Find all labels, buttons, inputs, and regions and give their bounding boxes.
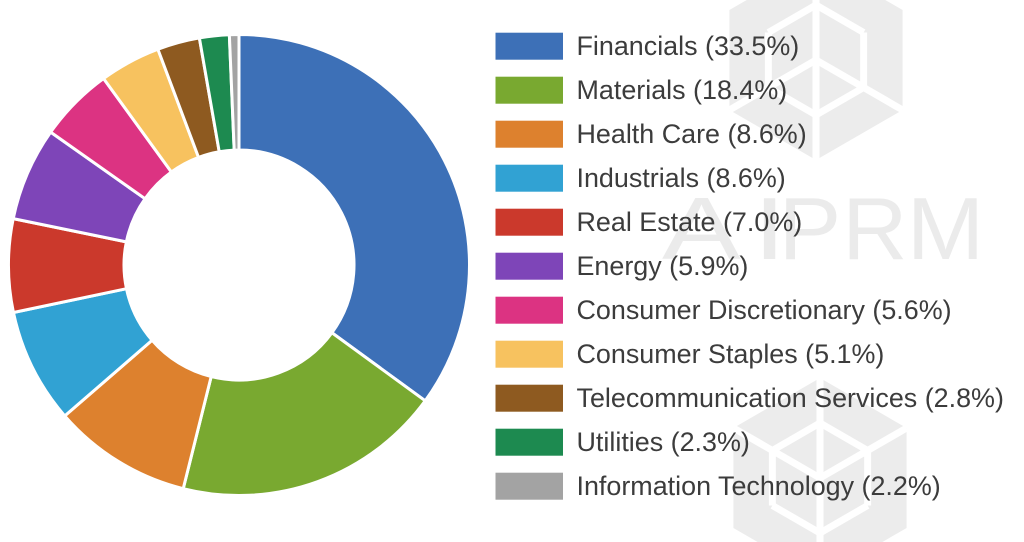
svg-text:R: R [842, 179, 907, 278]
svg-text:A: A [662, 180, 741, 278]
svg-text:Telecommunication Services (2.: Telecommunication Services (2.8%) [577, 383, 1004, 413]
svg-text:Financials (33.5%): Financials (33.5%) [577, 31, 800, 61]
svg-text:I: I [753, 180, 787, 278]
svg-text:M: M [907, 180, 984, 278]
svg-text:Consumer Staples (5.1%): Consumer Staples (5.1%) [577, 339, 885, 369]
svg-text:Materials (18.4%): Materials (18.4%) [577, 75, 788, 105]
svg-text:Health Care (8.6%): Health Care (8.6%) [577, 119, 807, 149]
svg-text:P: P [779, 181, 842, 279]
svg-text:Utilities (2.3%): Utilities (2.3%) [577, 427, 750, 457]
svg-text:Consumer Discretionary (5.6%): Consumer Discretionary (5.6%) [577, 295, 952, 325]
svg-text:Energy (5.9%): Energy (5.9%) [577, 251, 749, 281]
svg-text:Real Estate (7.0%): Real Estate (7.0%) [577, 207, 803, 237]
svg-text:Industrials (8.6%): Industrials (8.6%) [577, 163, 786, 193]
svg-text:Information Technology (2.2%): Information Technology (2.2%) [577, 471, 941, 501]
